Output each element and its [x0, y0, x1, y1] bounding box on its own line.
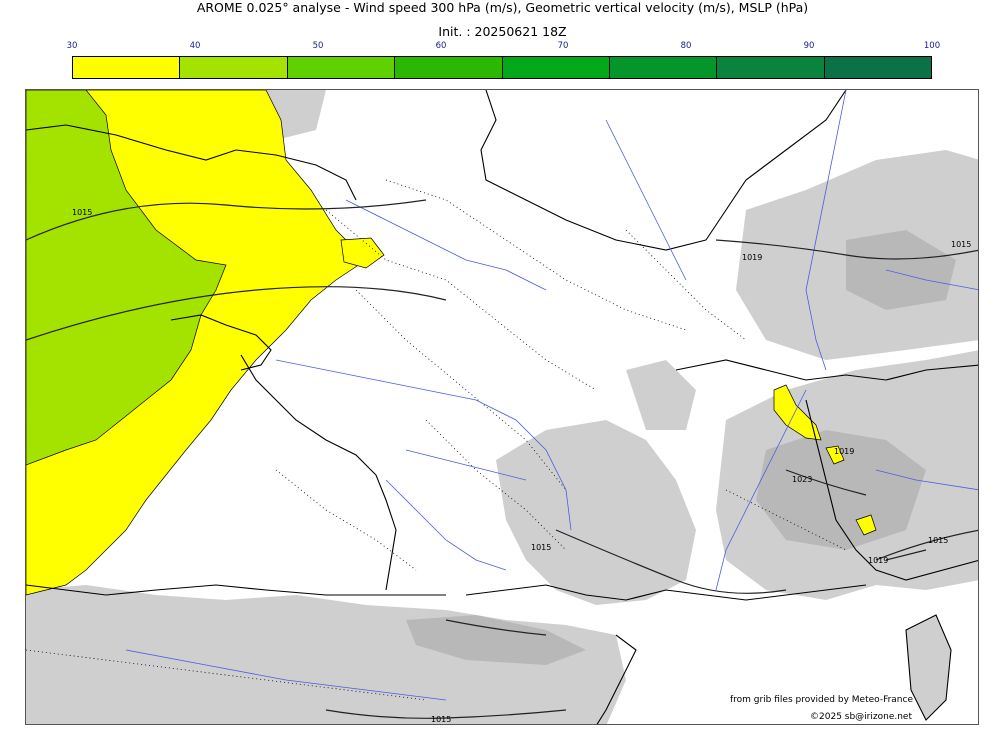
wind-zone-alps-a — [773, 384, 822, 441]
coastline-borders — [26, 90, 978, 724]
isobar — [715, 239, 978, 260]
colorbar-tick: 30 — [66, 41, 78, 51]
wind-zone-north — [340, 237, 385, 269]
copyright: ©2025 sb@irizone.net — [810, 712, 912, 722]
colorbar-tick: 60 — [435, 41, 447, 51]
isobar-label: 1015 — [431, 715, 451, 724]
river-rhine — [805, 90, 847, 371]
isobar — [26, 286, 447, 341]
wind-zone-40-50 — [26, 90, 227, 466]
source-credit: from grib files provided by Meteo-France — [729, 695, 913, 705]
river-seine — [345, 199, 547, 291]
map-panel[interactable]: 1015 1019 1015 1015 1023 1015 1019 1019 … — [25, 89, 979, 725]
coastline-channel — [26, 124, 357, 201]
colorbar-segment — [395, 57, 503, 78]
river-dordogne — [405, 449, 527, 481]
isobars — [26, 199, 978, 719]
river-rhone — [715, 389, 807, 591]
colorbar-segment — [180, 57, 288, 78]
river-po — [875, 469, 978, 491]
coastline-atlantic — [240, 354, 397, 591]
colorbar-tick: 40 — [189, 41, 201, 51]
coastline-spain-east — [596, 634, 637, 724]
terrain-dark — [406, 230, 956, 665]
isobar — [325, 709, 567, 719]
isobar — [445, 619, 547, 636]
colorbar-tick: 100 — [923, 41, 941, 51]
isobar-label: 1019 — [742, 253, 762, 262]
isobar — [875, 529, 978, 561]
river-ebro — [125, 649, 447, 701]
colorbar-segment — [824, 57, 931, 78]
border-swiss — [675, 359, 978, 381]
admin-boundaries — [26, 179, 847, 701]
isobar-label: 1019 — [834, 447, 854, 456]
coastline-brittany — [170, 314, 272, 371]
init-time: Init. : 20250621 18Z — [438, 24, 567, 39]
isobar-label: 1019 — [868, 556, 888, 565]
coastline-corsica — [905, 614, 952, 721]
colorbar-segment — [609, 57, 718, 78]
isobar — [885, 549, 927, 561]
river-garonne — [385, 479, 507, 571]
isobar-label: 1015 — [928, 536, 948, 545]
isobar — [555, 529, 787, 594]
isobar-label: 1015 — [951, 240, 971, 249]
wind-zone-alps-c — [855, 514, 877, 536]
terrain-corsica — [906, 615, 951, 720]
terrain-massif-central — [496, 420, 696, 605]
isobar — [785, 469, 867, 496]
colorbar-tick: 50 — [312, 41, 324, 51]
rivers — [125, 90, 978, 701]
contour-labels: 1015 1019 1015 1015 1023 1015 1019 1019 … — [72, 208, 971, 724]
border-italy — [805, 399, 978, 581]
coastline-med — [465, 584, 867, 601]
colorbar-segment — [73, 57, 181, 78]
river-danube — [885, 269, 978, 291]
terrain-se-hills — [626, 360, 696, 430]
wind-zone-alps-b — [825, 445, 845, 465]
colorbar-segment — [287, 57, 396, 78]
colorbar-segment — [717, 57, 825, 78]
colorbar — [72, 56, 932, 79]
border-germany-east — [705, 90, 847, 241]
wind-zones — [26, 90, 877, 596]
river-loire — [275, 359, 572, 531]
isobar-label: 1015 — [72, 208, 92, 217]
border-belgium-germany — [480, 90, 707, 251]
colorbar-tick: 70 — [557, 41, 569, 51]
colorbar-tick: 90 — [803, 41, 815, 51]
colorbar-segment — [502, 57, 610, 78]
river-meuse — [605, 119, 687, 281]
isobar-label: 1015 — [531, 543, 551, 552]
isobar-label: 1023 — [792, 475, 812, 484]
isobar — [26, 199, 427, 241]
border-spain — [26, 584, 446, 596]
chart-title: AROME 0.025° analyse - Wind speed 300 hP… — [196, 0, 809, 15]
colorbar-tick: 80 — [680, 41, 692, 51]
